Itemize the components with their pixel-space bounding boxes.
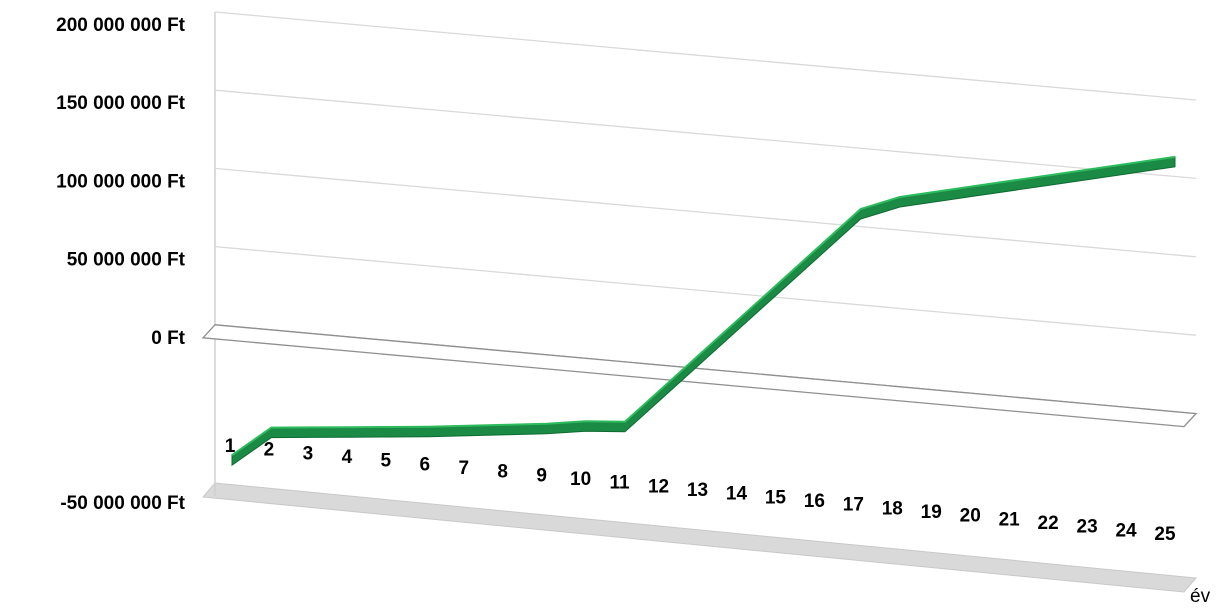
x-tick-label: 23 <box>1077 517 1098 538</box>
y-tick-label: 100 000 000 Ft <box>56 171 186 192</box>
x-tick-label: 18 <box>882 498 903 519</box>
y-tick-label: -50 000 000 Ft <box>60 493 185 514</box>
x-tick-label: 16 <box>804 491 825 512</box>
y-tick-label: 150 000 000 Ft <box>56 93 186 114</box>
floor-plane <box>201 482 1198 593</box>
x-tick-label: 21 <box>999 509 1021 530</box>
x-tick-label: 17 <box>843 495 864 516</box>
x-tick-label: 7 <box>458 458 469 479</box>
gridline <box>214 167 1197 258</box>
x-tick-label: 1 <box>225 436 236 457</box>
x-axis-ticks: 1 2 3 4 5 6 7 8 9 10 11 12 13 14 15 16 17 18 19 20 21 22 23 24 2… <box>225 436 1176 545</box>
x-tick-label: 6 <box>420 454 431 475</box>
x-tick-label: 20 <box>960 506 981 527</box>
x-tick-label: 11 <box>610 473 631 494</box>
x-axis-label: év <box>1190 586 1211 607</box>
gridline <box>214 245 1197 336</box>
gridline <box>214 89 1197 180</box>
x-tick-label: 5 <box>381 451 392 472</box>
zero-plane-band <box>201 324 1198 428</box>
x-tick-label: 9 <box>536 465 547 486</box>
x-tick-label: 19 <box>921 502 942 523</box>
x-tick-label: 8 <box>497 462 508 483</box>
chart-floor <box>201 482 1198 593</box>
x-tick-label: 22 <box>1038 513 1059 534</box>
y-tick-label: 50 000 000 Ft <box>67 250 186 271</box>
series-ribbon-top-edge <box>231 155 1176 456</box>
x-tick-label: 13 <box>687 480 708 501</box>
x-tick-label: 10 <box>570 469 591 490</box>
x-tick-label: 24 <box>1115 520 1137 541</box>
x-tick-label: 2 <box>264 440 275 461</box>
x-tick-label: 3 <box>303 443 314 464</box>
y-axis-ticks: 200 000 000 Ft 150 000 000 Ft 100 000 000 … <box>56 15 186 514</box>
gridline <box>214 11 1197 101</box>
zero-plane <box>201 324 1198 428</box>
y-tick-label: 0 Ft <box>151 328 185 349</box>
x-tick-label: 4 <box>342 447 353 468</box>
x-tick-label: 12 <box>648 476 669 497</box>
series-ribbon-body <box>231 156 1176 467</box>
y-tick-label: 200 000 000 Ft <box>56 15 186 36</box>
series-ribbon <box>231 155 1176 467</box>
gridlines <box>214 11 1197 415</box>
x-tick-label: 14 <box>726 484 748 505</box>
x-tick-label: 25 <box>1154 524 1176 545</box>
x-tick-label: 15 <box>765 487 787 508</box>
